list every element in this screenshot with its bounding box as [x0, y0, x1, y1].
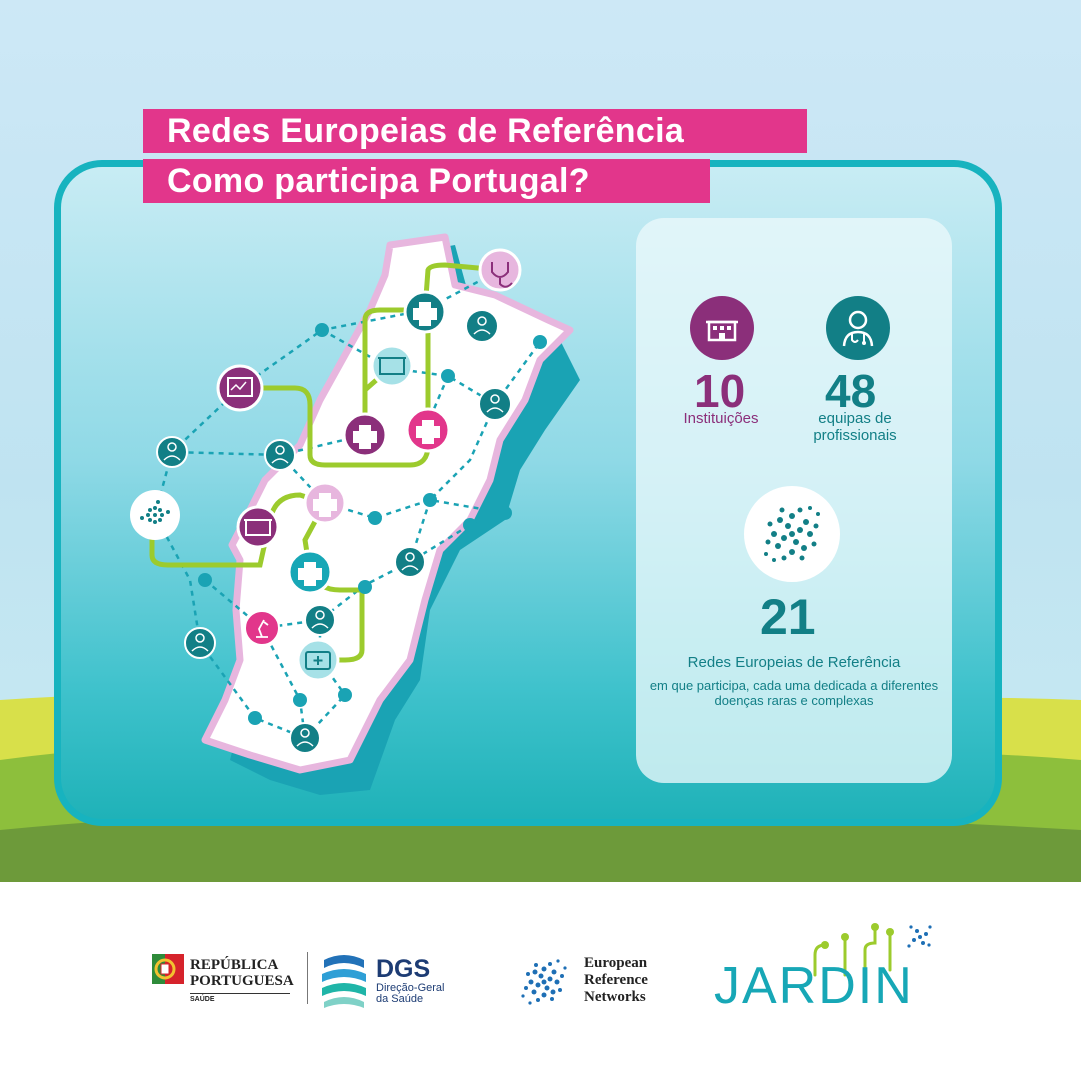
networks-description: em que participa, cada uma dedicada a di… [649, 678, 939, 708]
jardin-name: JARDIN [714, 957, 914, 1015]
republica-portuguesa-name: REPÚBLICA PORTUGUESA [190, 957, 294, 989]
institutions-count: 10 [694, 365, 746, 417]
portugal-map [130, 233, 580, 795]
hospital-building-icon [690, 296, 754, 360]
jardin-circuit-icon [813, 923, 932, 977]
network-dots [198, 323, 547, 725]
doctor-icon [156, 436, 188, 468]
title-line-2: Como participa Portugal? [143, 159, 710, 203]
doctor-icon [826, 296, 890, 360]
institutions-label: Instituições [683, 410, 759, 427]
republica-portuguesa-shield-icon [152, 954, 184, 984]
monitor-chart-icon [216, 364, 264, 412]
networks-label: Redes Europeias de Referência [687, 654, 901, 671]
doctor-icon [465, 309, 499, 343]
doctor-icon [478, 387, 512, 421]
doctor-icon [184, 627, 216, 659]
stethoscope-icon [478, 248, 522, 292]
medical-cross-icon [287, 549, 333, 595]
hospital-building-icon [236, 505, 280, 549]
doctor-icon [394, 546, 426, 578]
title-line-1: Redes Europeias de Referência [143, 109, 807, 153]
republica-subtitle: SAÚDE [190, 996, 215, 1003]
hospital-building-icon [370, 344, 414, 388]
ern-logo-icon [521, 959, 567, 1005]
medical-cross-icon [405, 407, 451, 453]
doctor-icon [304, 604, 336, 636]
medical-cross-icon [403, 290, 447, 334]
doctor-icon [289, 722, 321, 754]
networks-count: 21 [760, 589, 816, 645]
microscope-icon [244, 610, 280, 646]
ern-dots-icon [130, 490, 180, 540]
footer-divider [307, 952, 308, 1004]
teams-count: 48 [825, 365, 877, 417]
medical-cross-icon [303, 481, 347, 525]
ern-name: European Reference Networks [584, 955, 648, 1005]
dgs-subtitle: Direção-Geral da Saúde [376, 982, 445, 1005]
medical-cross-icon [342, 412, 388, 458]
dgs-logo-icon [322, 955, 366, 1008]
dgs-name: DGS [376, 955, 431, 983]
doctor-icon [264, 439, 296, 471]
first-aid-kit-icon [296, 638, 340, 682]
teams-label: equipas de profissionais [813, 410, 897, 444]
republica-divider-line [190, 993, 290, 994]
ern-dots-icon [744, 486, 840, 582]
map-land [201, 233, 574, 774]
